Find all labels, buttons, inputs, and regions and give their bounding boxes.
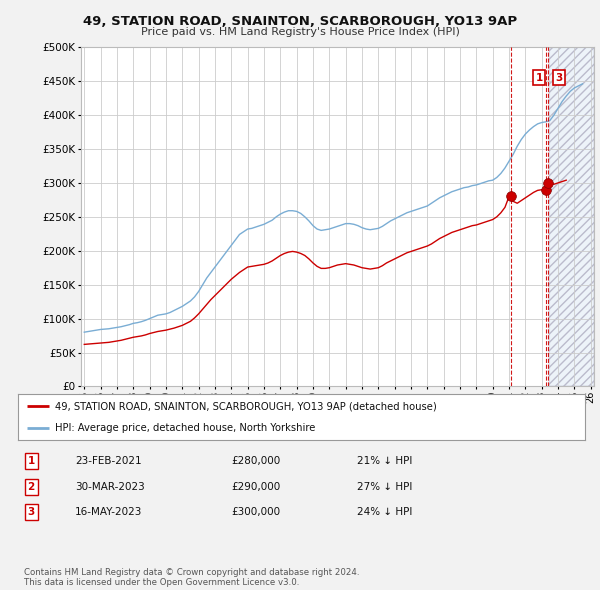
Text: 16-MAY-2023: 16-MAY-2023: [75, 507, 142, 517]
Text: 23-FEB-2021: 23-FEB-2021: [75, 457, 142, 466]
Text: HPI: Average price, detached house, North Yorkshire: HPI: Average price, detached house, Nort…: [55, 423, 315, 433]
Text: 2: 2: [28, 482, 35, 491]
Text: 1: 1: [28, 457, 35, 466]
Text: £280,000: £280,000: [231, 457, 280, 466]
Text: 3: 3: [28, 507, 35, 517]
Text: 27% ↓ HPI: 27% ↓ HPI: [357, 482, 412, 491]
Text: Contains HM Land Registry data © Crown copyright and database right 2024.
This d: Contains HM Land Registry data © Crown c…: [24, 568, 359, 587]
Text: 49, STATION ROAD, SNAINTON, SCARBOROUGH, YO13 9AP (detached house): 49, STATION ROAD, SNAINTON, SCARBOROUGH,…: [55, 401, 437, 411]
Text: Price paid vs. HM Land Registry's House Price Index (HPI): Price paid vs. HM Land Registry's House …: [140, 27, 460, 37]
Text: £290,000: £290,000: [231, 482, 280, 491]
Text: 24% ↓ HPI: 24% ↓ HPI: [357, 507, 412, 517]
Text: 3: 3: [555, 73, 562, 83]
Text: 49, STATION ROAD, SNAINTON, SCARBOROUGH, YO13 9AP: 49, STATION ROAD, SNAINTON, SCARBOROUGH,…: [83, 15, 517, 28]
Text: 30-MAR-2023: 30-MAR-2023: [75, 482, 145, 491]
Text: 21% ↓ HPI: 21% ↓ HPI: [357, 457, 412, 466]
Text: 1: 1: [536, 73, 543, 83]
Text: £300,000: £300,000: [231, 507, 280, 517]
